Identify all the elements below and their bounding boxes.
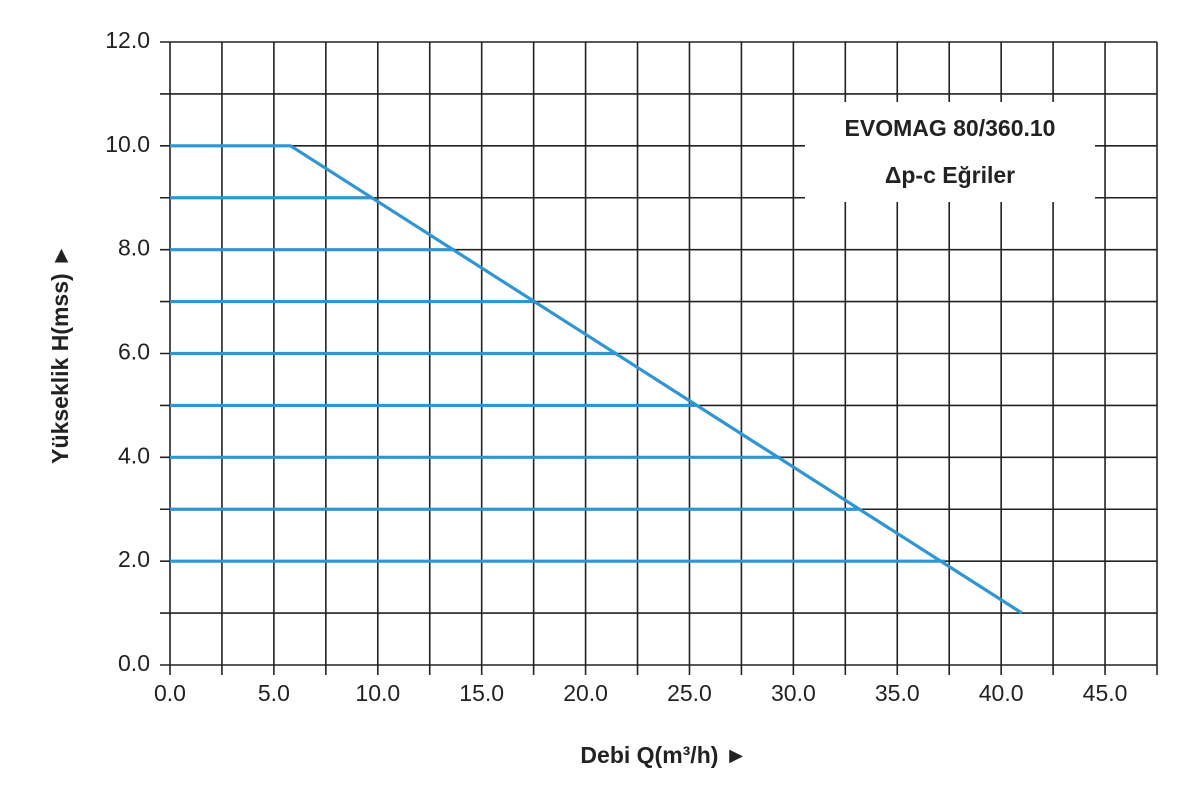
x-tick-label: 0.0 [154,680,186,706]
y-tick-label: 4.0 [118,442,150,468]
x-tick-label: 5.0 [258,680,290,706]
y-tick-label: 10.0 [105,131,150,157]
y-tick-label: 6.0 [118,339,150,365]
y-tick-label: 8.0 [118,235,150,261]
x-tick-label: 20.0 [563,680,608,706]
x-tick-label: 30.0 [771,680,816,706]
x-tick-label: 35.0 [875,680,920,706]
x-tick-label: 15.0 [459,680,504,706]
x-tick-label: 10.0 [355,680,400,706]
y-tick-label: 0.0 [118,650,150,676]
annotation-box [805,102,1095,202]
x-tick-label: 40.0 [979,680,1024,706]
plot [170,144,1023,615]
y-tick-label: 2.0 [118,546,150,572]
x-axis-label: Debi Q(m³/h) ► [580,742,747,768]
y-axis-label: Yükseklik H(mss) ► [47,244,73,464]
annotation: EVOMAG 80/360.10 [845,115,1056,141]
x-tick-label: 25.0 [667,680,712,706]
annotation: Δp-c Eğriler [885,162,1015,188]
y-tick-label: 12.0 [105,27,150,53]
curve [170,144,1023,615]
x-tick-label: 45.0 [1083,680,1128,706]
